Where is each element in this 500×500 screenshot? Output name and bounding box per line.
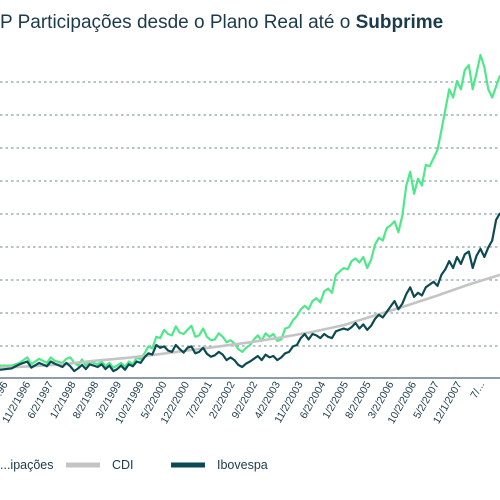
title-o: o bbox=[339, 12, 351, 33]
x-tick-label: ...96 bbox=[0, 379, 11, 403]
legend-label-0: ...ipações bbox=[0, 458, 54, 472]
page-title: P Participações desde o Plano Real até o… bbox=[0, 12, 500, 34]
x-tick-labels: ...9611/2/19966/2/19971/2/19988/2/19983/… bbox=[0, 379, 487, 426]
series-line-0 bbox=[0, 53, 500, 369]
legend: ...ipações CDI Ibovespa bbox=[0, 458, 268, 472]
grid-lines bbox=[0, 81, 500, 347]
title-prefix: P Participações desde o Plano Real até bbox=[0, 12, 340, 33]
series-line-1 bbox=[0, 273, 500, 369]
x-tick-label: 7/... bbox=[468, 380, 487, 401]
legend-label-1: CDI bbox=[112, 458, 134, 472]
series-line-2 bbox=[0, 212, 500, 373]
title-bold: Subprime bbox=[355, 12, 444, 33]
legend-label-2: Ibovespa bbox=[217, 458, 268, 472]
series-lines bbox=[0, 53, 500, 373]
